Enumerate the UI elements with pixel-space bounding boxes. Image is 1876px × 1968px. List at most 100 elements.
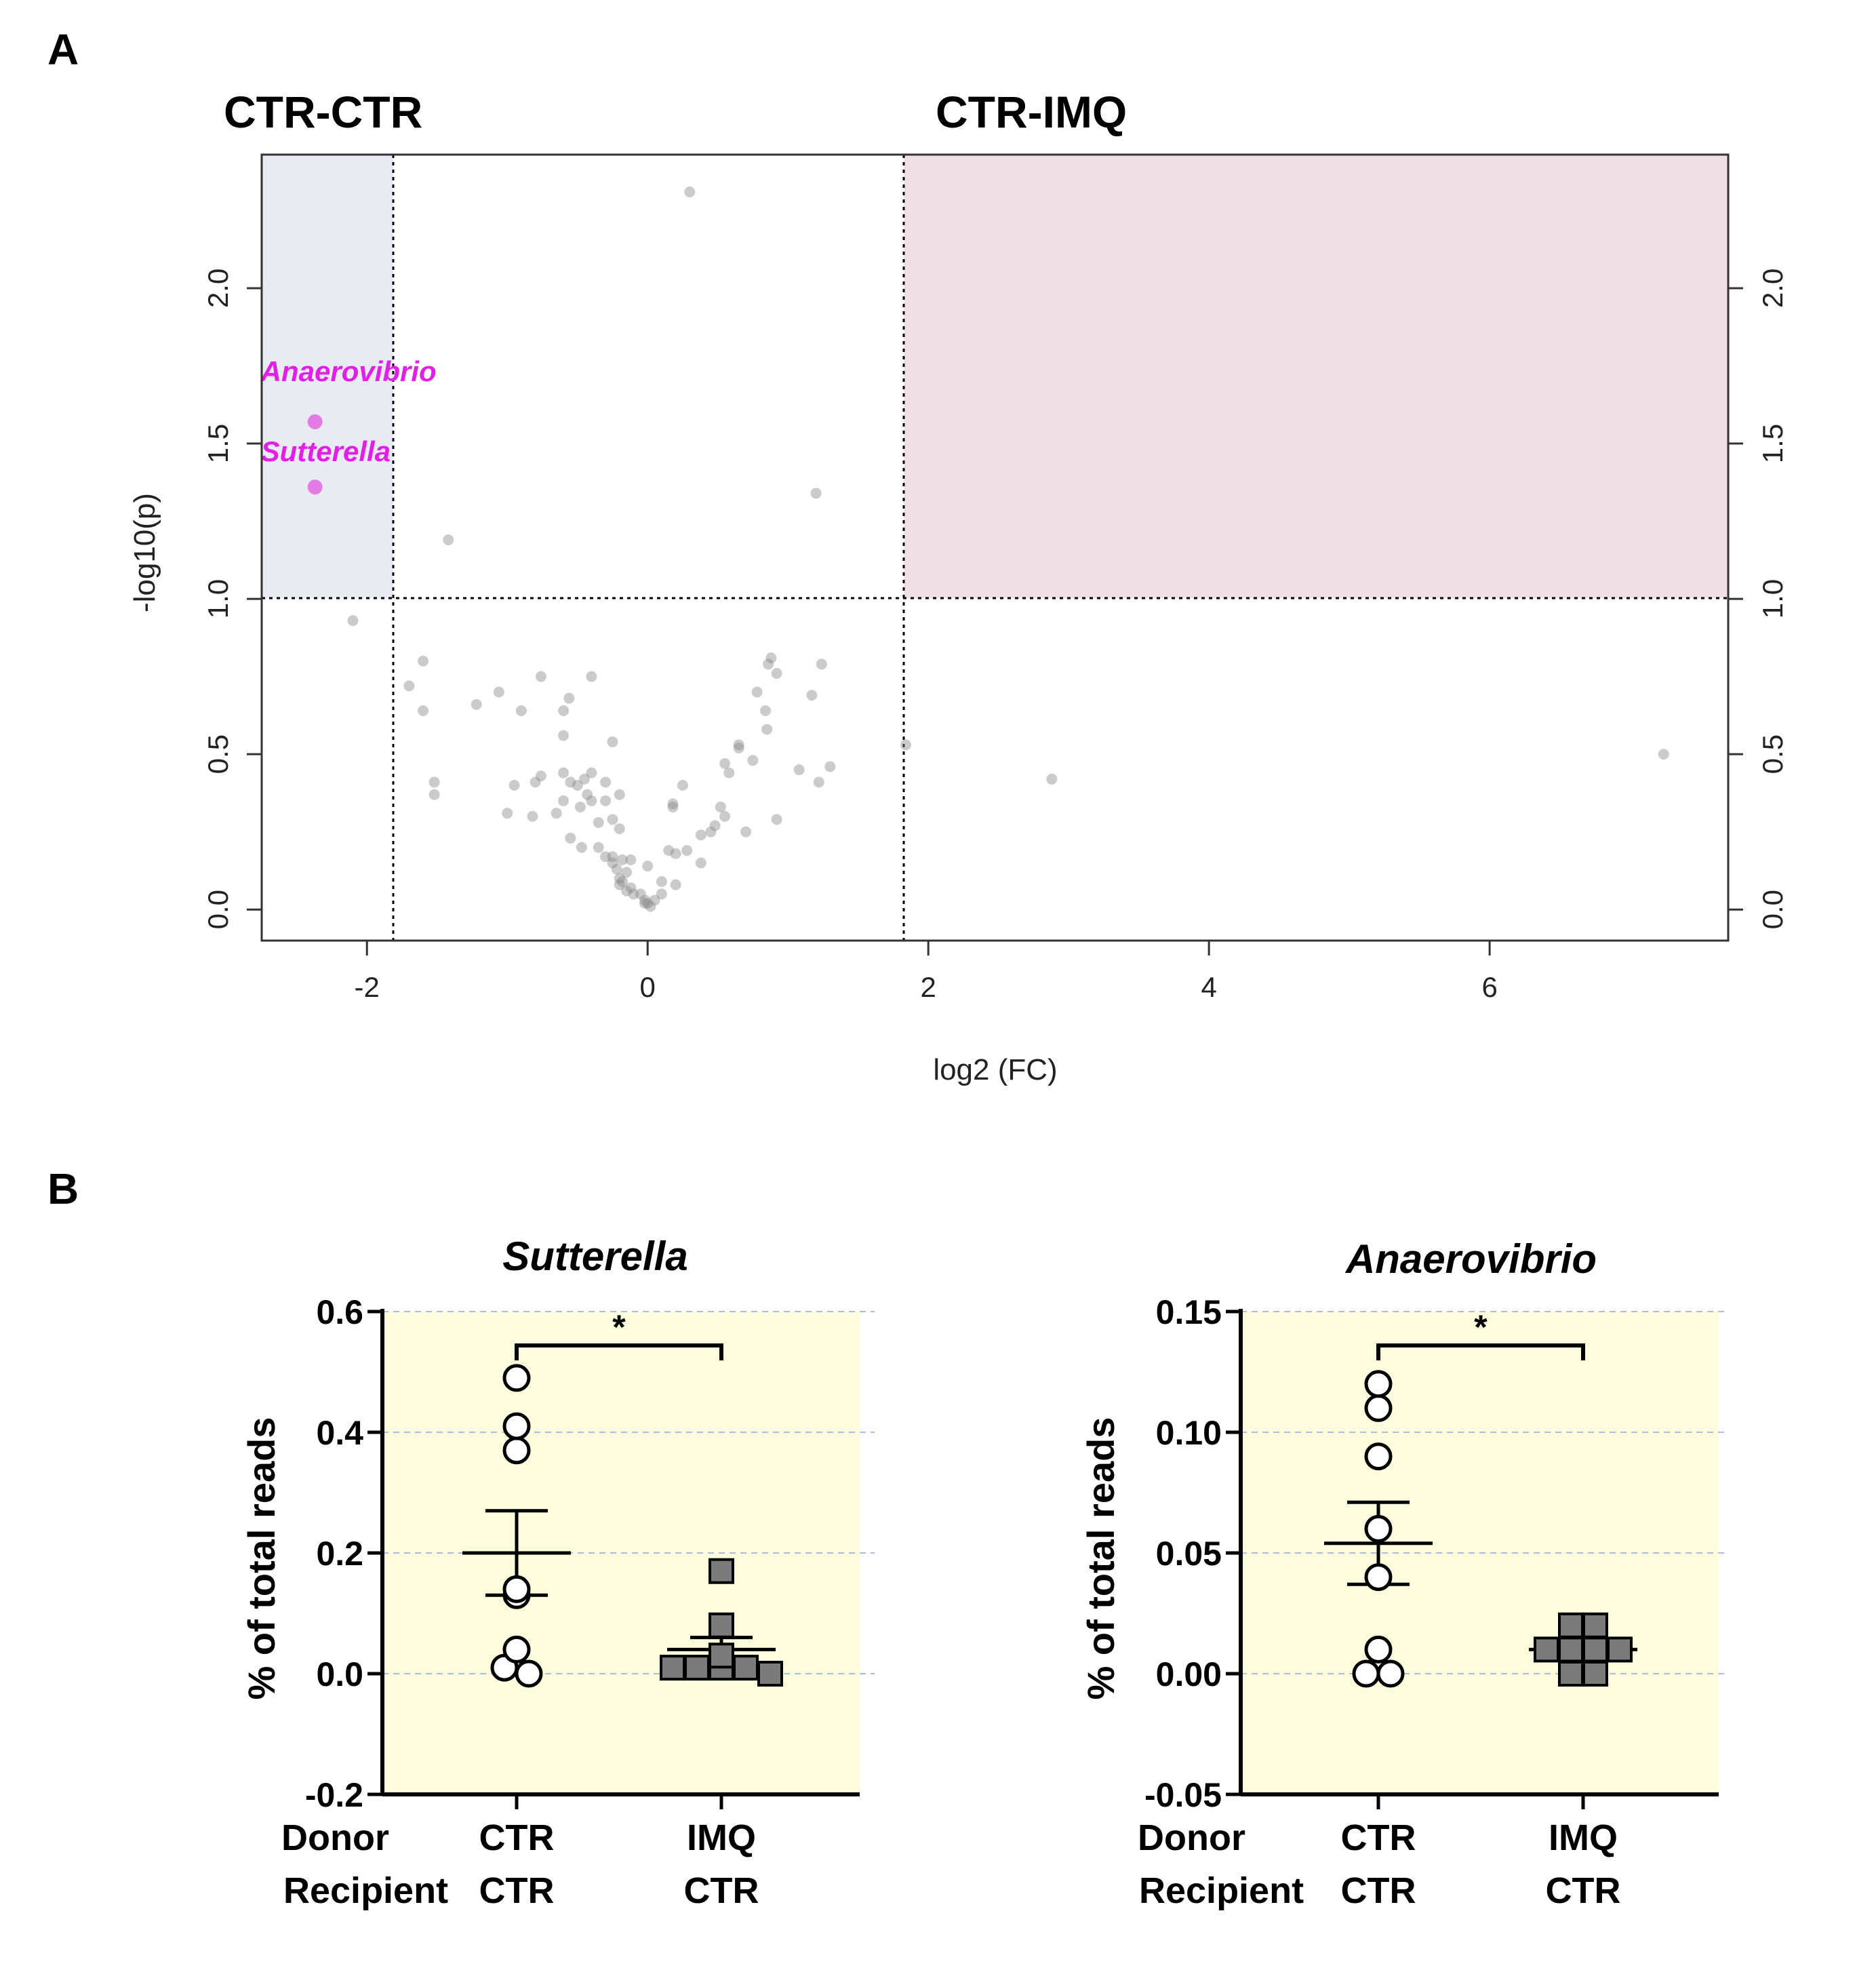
data-point xyxy=(695,829,706,841)
data-point xyxy=(428,776,440,788)
data-point xyxy=(551,808,562,819)
data-point xyxy=(751,686,763,698)
data-point xyxy=(625,882,637,894)
y-axis-left: 0.0 0.5 1.0 1.5 2.0 xyxy=(202,269,263,929)
data-point xyxy=(1582,1661,1608,1687)
data-point xyxy=(639,898,651,909)
row-label-recipient: Recipient xyxy=(1139,1870,1304,1911)
y-tick-label: 0.2 xyxy=(316,1535,363,1573)
data-point xyxy=(403,680,415,692)
data-point xyxy=(1607,1636,1633,1663)
left-region-title: CTR-CTR xyxy=(224,87,422,137)
data-point xyxy=(695,857,706,869)
ctr-imq-region xyxy=(904,155,1728,598)
data-points xyxy=(347,186,1669,912)
data-point xyxy=(684,1655,710,1681)
x-axis-label: log2 (FC) xyxy=(933,1053,1057,1086)
data-point xyxy=(418,705,429,717)
data-point xyxy=(621,885,633,897)
y-tick-label: 0.0 xyxy=(202,890,234,929)
data-point xyxy=(558,730,570,741)
significance-bracket xyxy=(1376,1343,1585,1360)
data-point xyxy=(635,888,646,900)
data-point xyxy=(765,652,777,664)
x-axis: -2 0 2 4 6 xyxy=(353,939,1532,1003)
data-point xyxy=(1364,1635,1393,1664)
panel-a-letter: A xyxy=(47,25,79,74)
y-tick-label: -0.2 xyxy=(305,1776,363,1814)
data-point xyxy=(428,789,440,800)
highlighted-points: Anaerovibrio Sutterella xyxy=(260,355,437,495)
y-axis-label: % of total reads xyxy=(240,1417,283,1700)
data-point xyxy=(810,488,822,499)
data-point xyxy=(793,764,805,776)
data-point xyxy=(530,776,541,788)
data-point xyxy=(574,802,586,813)
data-point xyxy=(600,851,612,863)
data-point xyxy=(723,767,735,779)
data-point xyxy=(607,851,618,863)
data-point xyxy=(649,894,660,906)
data-point xyxy=(824,761,836,772)
data-point xyxy=(656,888,667,900)
data-point xyxy=(639,894,651,906)
point-label: Anaerovibrio xyxy=(260,355,437,387)
data-point xyxy=(709,1558,734,1584)
data-point xyxy=(502,808,513,819)
data-point xyxy=(1364,1394,1393,1422)
data-point xyxy=(586,767,597,779)
data-point xyxy=(761,724,773,735)
anaerovibrio-chart: Anaerovibrio % of total reads Donor Reci… xyxy=(1079,1236,1728,1911)
data-point xyxy=(684,186,696,197)
row-label-recipient: Recipient xyxy=(283,1870,448,1911)
point-label: Sutterella xyxy=(261,435,391,467)
significance-star: * xyxy=(1474,1308,1488,1346)
data-point xyxy=(660,1655,685,1681)
data-point xyxy=(677,779,688,791)
data-point xyxy=(1558,1636,1584,1663)
data-point xyxy=(747,755,759,766)
volcano-plot: Anaerovibrio Sutterella -2 0 2 4 6 0.0 0.5 1.0 1… xyxy=(128,153,1789,1086)
data-point xyxy=(535,671,546,682)
data-point xyxy=(502,1364,531,1392)
data-point xyxy=(565,776,576,788)
data-point xyxy=(628,888,639,900)
data-point xyxy=(616,854,628,865)
data-point xyxy=(705,826,717,838)
data-point xyxy=(757,1661,783,1687)
data-point xyxy=(607,814,618,825)
donor-label: IMQ xyxy=(1549,1817,1618,1858)
data-point xyxy=(709,1642,734,1669)
data-point xyxy=(900,739,912,751)
data-point xyxy=(760,705,772,717)
data-point xyxy=(625,854,637,865)
data-point xyxy=(572,779,583,791)
data-point xyxy=(715,802,726,813)
data-point xyxy=(614,789,625,800)
data-point xyxy=(1364,1563,1393,1592)
data-point xyxy=(607,857,618,869)
data-point xyxy=(816,658,827,670)
x-tick-label: 6 xyxy=(1481,971,1497,1003)
y-tick-label: 0.4 xyxy=(316,1414,363,1452)
data-point xyxy=(1582,1612,1608,1638)
data-point xyxy=(502,1635,531,1664)
y-tick-label: -0.05 xyxy=(1144,1776,1222,1814)
data-point xyxy=(515,1659,543,1688)
donor-label: CTR xyxy=(479,1817,555,1858)
data-point xyxy=(642,898,654,909)
data-point xyxy=(763,658,774,670)
row-label-donor: Donor xyxy=(281,1817,389,1858)
data-point xyxy=(614,879,625,890)
y-tick-label: 0.6 xyxy=(316,1293,363,1331)
data-point xyxy=(593,842,604,853)
row-label-donor: Donor xyxy=(1138,1817,1245,1858)
y-tick-label: 0.10 xyxy=(1156,1414,1222,1452)
data-point xyxy=(502,1412,531,1440)
data-point xyxy=(1352,1659,1380,1688)
data-point xyxy=(614,873,625,884)
y-axis-label: % of total reads xyxy=(1079,1417,1122,1700)
data-point xyxy=(515,705,527,717)
x-tick-label: 0 xyxy=(640,971,656,1003)
